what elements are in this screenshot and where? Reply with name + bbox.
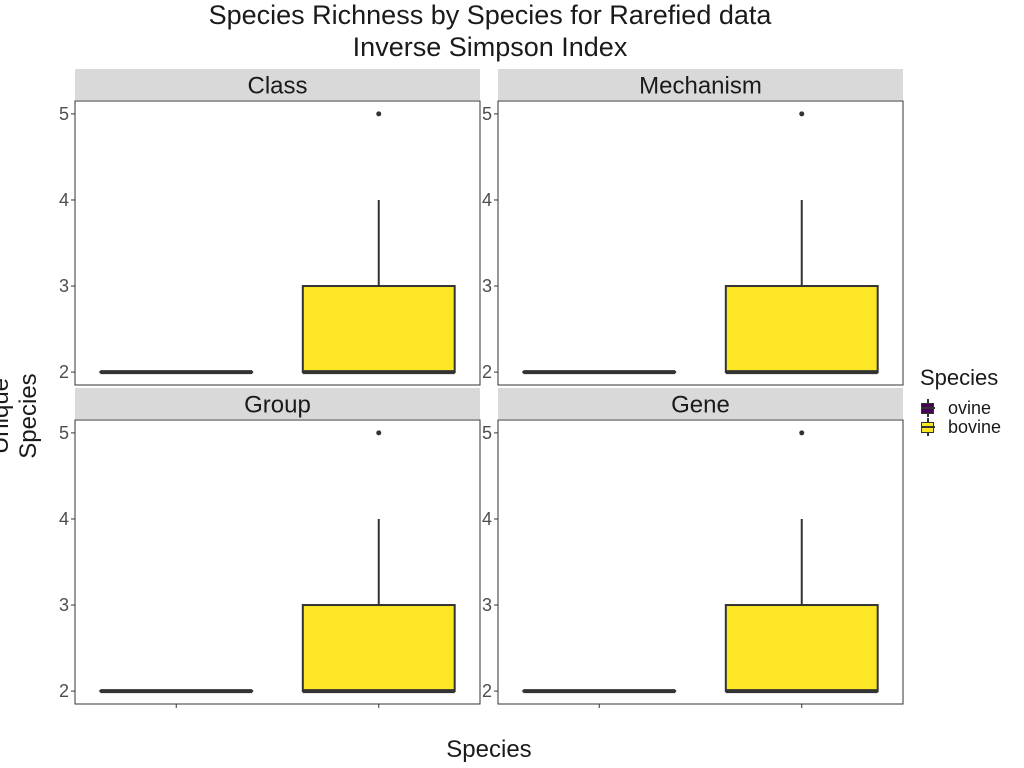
facet-label-mechanism: Mechanism <box>639 73 762 100</box>
legend-item-bovine: bovine <box>920 416 1020 437</box>
y-tick-label-class-4: 4 <box>59 190 69 210</box>
y-tick-label-class-5: 5 <box>59 104 69 124</box>
facet-strip-group <box>75 388 480 419</box>
y-tick-label-gene-4: 4 <box>482 509 492 529</box>
y-tick-label-gene-5: 5 <box>482 423 492 443</box>
box-group-bovine-outlier-0 <box>376 430 382 436</box>
facet-label-class: Class <box>247 73 307 100</box>
legend-label-ovine: ovine <box>948 397 992 418</box>
box-mechanism-bovine-outlier-0 <box>799 111 805 117</box>
legend-title: Species <box>920 365 999 390</box>
box-class-bovine-outlier-0 <box>376 111 382 117</box>
y-tick-label-mechanism-4: 4 <box>482 190 492 210</box>
box-mechanism-bovine <box>724 285 879 374</box>
box-group-bovine <box>301 604 456 693</box>
legend-key-ovine <box>920 399 936 417</box>
facet-strip-class <box>75 69 480 100</box>
legend-key-bovine <box>920 418 936 436</box>
y-tick-label-group-3: 3 <box>59 595 69 615</box>
y-tick-label-class-2: 2 <box>59 362 69 382</box>
chart-title: Species Richness by Species for Rarefied… <box>208 0 772 30</box>
chart-subtitle: Inverse Simpson Index <box>352 32 628 62</box>
legend-item-ovine: ovine <box>920 397 1020 418</box>
legend: Species ovine bovine <box>920 365 1020 437</box>
y-tick-label-group-5: 5 <box>59 423 69 443</box>
box-gene-bovine <box>724 604 879 693</box>
box-class-bovine <box>301 285 456 374</box>
box-gene-bovine-outlier-0 <box>799 430 805 436</box>
x-axis-label: Species <box>446 736 532 763</box>
y-tick-label-mechanism-3: 3 <box>482 276 492 296</box>
y-tick-label-gene-2: 2 <box>482 681 492 701</box>
facet-label-group: Group <box>244 392 311 419</box>
legend-label-bovine: bovine <box>948 416 1002 437</box>
y-tick-label-class-3: 3 <box>59 276 69 296</box>
y-tick-label-group-2: 2 <box>59 681 69 701</box>
facet-label-gene: Gene <box>671 392 730 419</box>
facet-strip-gene <box>498 388 903 419</box>
y-tick-label-group-4: 4 <box>59 509 69 529</box>
y-tick-label-gene-3: 3 <box>482 595 492 615</box>
y-tick-label-mechanism-5: 5 <box>482 104 492 124</box>
y-tick-label-mechanism-2: 2 <box>482 362 492 382</box>
facet-strip-mechanism <box>498 69 903 100</box>
